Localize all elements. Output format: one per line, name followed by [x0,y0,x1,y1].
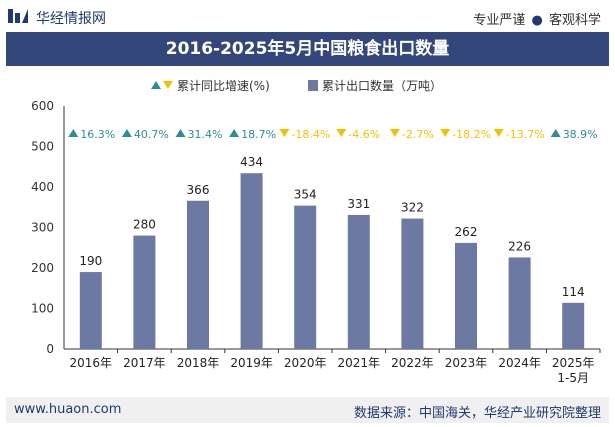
bar-value-label: 354 [294,188,317,202]
legend-label-export: 累计出口数量（万吨） [322,78,442,93]
growth-label: -18.4% [291,128,330,141]
y-tick-label: 500 [31,140,54,154]
legend-bar-swatch [308,80,318,91]
legend-growth-down-icon [163,81,173,89]
x-tick-label: 2025年 [552,356,595,370]
bar-value-label: 226 [508,239,531,253]
bar-value-label: 366 [187,183,210,197]
x-tick-label: 2020年 [284,356,327,370]
tagline-separator: ● [531,13,543,28]
growth-down-icon [389,129,400,137]
y-tick-label: 600 [31,99,54,113]
bar [508,257,531,349]
footer-url: www.huaon.com [14,402,122,417]
growth-label: -4.6% [348,128,380,141]
y-tick-label: 200 [31,261,54,275]
growth-label: -18.2% [452,128,491,141]
bar [401,218,424,349]
chart-area: 累计同比增速(%) 累计出口数量（万吨） 0 100 200 300 400 500 600 19… [31,78,601,385]
growth-up-icon [121,129,132,137]
bar [187,200,209,349]
x-tick-label: 2021年 [338,356,381,370]
growth-label: 38.9% [563,128,598,141]
growth-up-icon [229,129,240,137]
growth-down-icon [336,129,347,137]
y-tick-label: 300 [31,221,54,235]
bar-value-label: 114 [562,285,585,299]
growth-up-icon [550,129,561,137]
brand-logo-icon [8,9,28,23]
x-tick-label: 2022年 [391,356,434,370]
tagline: 专业严谨 ● 客观科学 [473,9,601,28]
x-tick-label: 2024年 [498,356,541,370]
y-tick-label: 100 [31,302,54,316]
x-tick-label: 2019年 [230,356,273,370]
tagline-right: 客观科学 [548,13,601,28]
chart-title: 2016-2025年5月中国粮食出口数量 [6,32,609,66]
bar [455,242,477,349]
bar [240,173,263,349]
top-bar: 华经情报网 专业严谨 ● 客观科学 [0,0,615,32]
bar-value-label: 280 [133,218,156,232]
x-tick-label: 1-5月 [557,371,589,385]
growth-up-icon [68,129,79,137]
x-tick-label: 2023年 [445,356,488,370]
footer: www.huaon.com 数据来源：中国海关，华经产业研究院整理 [6,397,609,423]
footer-source: 数据来源：中国海关，华经产业研究院整理 [353,406,601,421]
growth-label: -2.7% [402,128,434,141]
x-tick-label: 2018年 [177,356,220,370]
bar [79,272,102,349]
growth-label: -13.7% [506,128,545,141]
bar [133,235,156,349]
tagline-left: 专业严谨 [473,13,526,28]
x-tick-label: 2017年 [123,356,166,370]
growth-down-icon [493,129,504,137]
growth-label: 18.7% [241,128,276,141]
bar [347,214,370,349]
growth-down-icon [440,129,451,137]
bar-value-label: 331 [347,197,370,211]
y-tick-label: 0 [46,342,54,356]
growth-label: 31.4% [188,128,223,141]
legend-label-growth: 累计同比增速(%) [177,79,270,93]
y-tick-label: 400 [31,180,54,194]
growth-label: 16.3% [80,128,115,141]
bar [562,302,585,349]
bar-value-label: 322 [401,201,424,215]
brand-name: 华经情报网 [36,11,106,27]
bar [294,205,317,349]
legend-growth-up-icon [151,81,161,89]
growth-up-icon [175,129,186,137]
growth-down-icon [279,129,290,137]
x-tick-label: 2016年 [70,356,113,370]
growth-label: 40.7% [134,128,169,141]
bar-value-label: 434 [240,155,263,169]
bar-value-label: 190 [79,254,102,268]
bar-value-label: 262 [455,225,478,239]
